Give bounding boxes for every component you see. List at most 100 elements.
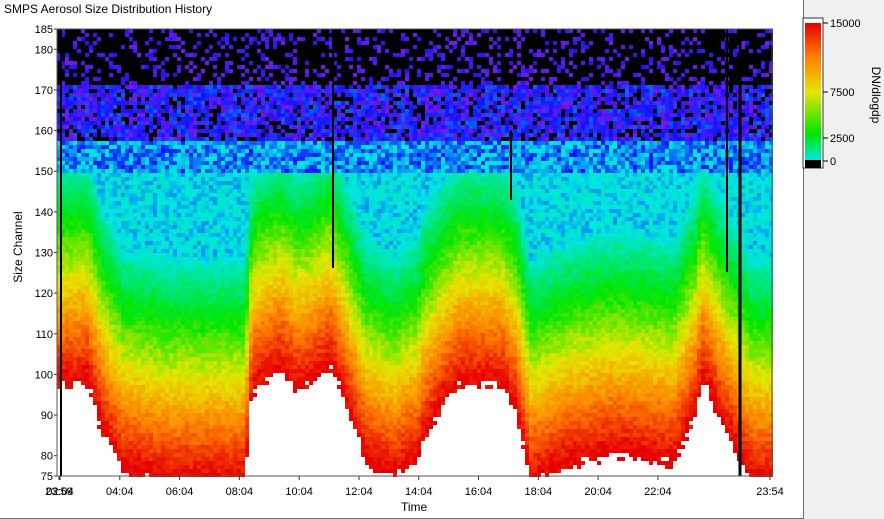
heatmap-cell	[77, 281, 81, 285]
heatmap-cell	[157, 225, 161, 229]
heatmap-cell	[117, 125, 121, 129]
heatmap-cell	[141, 225, 145, 229]
heatmap-cell	[213, 417, 217, 421]
heatmap-cell	[169, 41, 173, 45]
heatmap-cell	[61, 341, 65, 345]
heatmap-cell	[89, 337, 93, 341]
heatmap-cell	[181, 421, 185, 425]
heatmap-cell	[129, 161, 133, 165]
heatmap-cell	[213, 285, 217, 289]
heatmap-cell	[217, 241, 221, 245]
chart-title: SMPS Aerosol Size Distribution History	[4, 2, 212, 16]
heatmap-cell	[213, 309, 217, 313]
heatmap-cell	[169, 185, 173, 189]
heatmap-cell	[77, 157, 81, 161]
heatmap-cell	[77, 473, 81, 477]
heatmap-cell	[141, 29, 145, 33]
heatmap-cell	[169, 173, 173, 177]
heatmap-cell	[117, 165, 121, 169]
heatmap-cell	[121, 93, 125, 97]
heatmap-cell	[69, 105, 73, 109]
heatmap-cell	[149, 233, 153, 237]
heatmap-cell	[121, 309, 125, 313]
heatmap-cell	[93, 297, 97, 301]
heatmap-cell	[57, 237, 61, 241]
heatmap-cell	[225, 413, 229, 417]
heatmap-cell	[65, 301, 69, 305]
heatmap-cell	[141, 105, 145, 109]
heatmap-cell	[185, 465, 189, 469]
heatmap-cell	[61, 421, 65, 425]
heatmap-cell	[193, 177, 197, 181]
heatmap-cell	[225, 65, 229, 69]
heatmap-cell	[193, 241, 197, 245]
heatmap-cell	[57, 353, 61, 357]
heatmap-cell	[165, 93, 169, 97]
heatmap-cell	[141, 153, 145, 157]
heatmap-cell	[65, 389, 69, 393]
heatmap-cell	[113, 289, 117, 293]
heatmap-cell	[153, 425, 157, 429]
heatmap-cell	[69, 77, 73, 81]
heatmap-cell	[161, 89, 165, 93]
heatmap-cell	[165, 361, 169, 365]
heatmap-cell	[177, 329, 181, 333]
heatmap-cell	[109, 297, 113, 301]
heatmap-cell	[129, 153, 133, 157]
heatmap-cell	[117, 281, 121, 285]
heatmap-cell	[89, 433, 93, 437]
heatmap-cell	[173, 81, 177, 85]
heatmap-cell	[61, 149, 65, 153]
heatmap-cell	[117, 381, 121, 385]
heatmap-cell	[161, 149, 165, 153]
heatmap-cell	[69, 157, 73, 161]
heatmap-cell	[181, 129, 185, 133]
heatmap-cell	[217, 149, 221, 153]
heatmap-cell	[197, 153, 201, 157]
heatmap-cell	[205, 345, 209, 349]
heatmap-cell	[197, 65, 201, 69]
heatmap-cell	[217, 121, 221, 125]
heatmap-cell	[193, 285, 197, 289]
heatmap-cell	[65, 385, 69, 389]
heatmap-cell	[181, 337, 185, 341]
heatmap-cell	[173, 61, 177, 65]
heatmap-cell	[165, 53, 169, 57]
heatmap-cell	[137, 241, 141, 245]
heatmap-cell	[105, 365, 109, 369]
heatmap-cell	[117, 257, 121, 261]
heatmap-cell	[185, 137, 189, 141]
heatmap-cell	[201, 57, 205, 61]
heatmap-cell	[109, 161, 113, 165]
heatmap-cell	[185, 197, 189, 201]
heatmap-cell	[85, 193, 89, 197]
heatmap-cell	[93, 285, 97, 289]
heatmap-cell	[141, 161, 145, 165]
heatmap-cell	[177, 433, 181, 437]
heatmap-cell	[81, 441, 85, 445]
heatmap-cell	[221, 421, 225, 425]
heatmap-cell	[193, 109, 197, 113]
heatmap-cell	[169, 109, 173, 113]
heatmap-cell	[217, 365, 221, 369]
heatmap-cell	[65, 333, 69, 337]
heatmap-cell	[197, 73, 201, 77]
heatmap-cell	[69, 325, 73, 329]
heatmap-cell	[77, 101, 81, 105]
heatmap-cell	[117, 157, 121, 161]
heatmap-cell	[177, 61, 181, 65]
heatmap-cell	[101, 281, 105, 285]
heatmap-cell	[89, 357, 93, 361]
heatmap-cell	[109, 441, 113, 445]
heatmap-cell	[173, 125, 177, 129]
heatmap-cell	[221, 169, 225, 173]
heatmap-cell	[81, 41, 85, 45]
heatmap-cell	[133, 233, 137, 237]
heatmap-cell	[145, 129, 149, 133]
heatmap-cell	[57, 445, 61, 449]
heatmap-cell	[101, 413, 105, 417]
heatmap-cell	[213, 149, 217, 153]
heatmap-cell	[93, 273, 97, 277]
heatmap-cell	[185, 365, 189, 369]
heatmap-cell	[133, 157, 137, 161]
